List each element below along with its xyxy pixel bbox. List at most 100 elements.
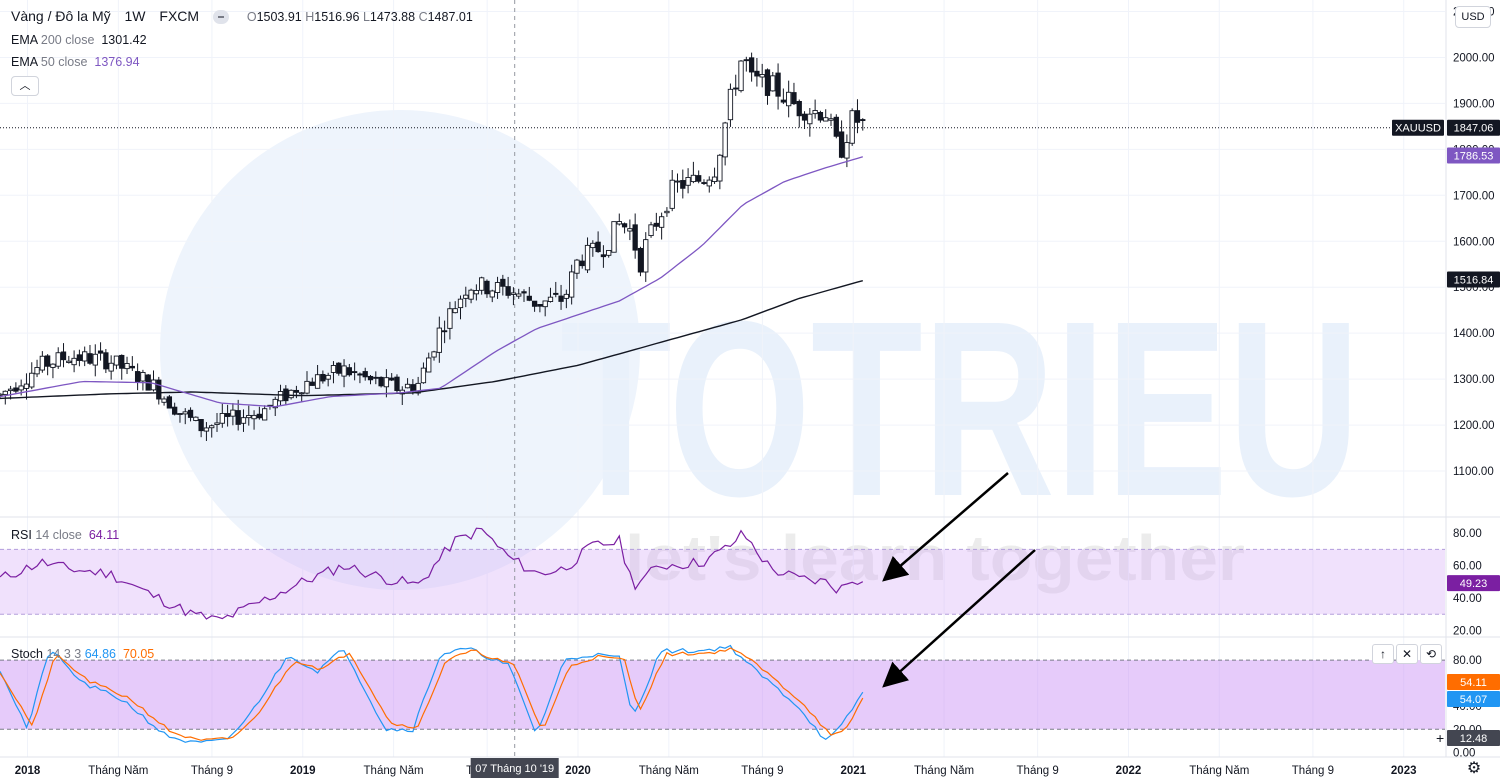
candle-down [484, 280, 490, 295]
stoch-legend[interactable]: Stoch 14 3 3 64.86 70.05 [11, 647, 155, 661]
price-tick-label: 1100.00 [1453, 466, 1494, 478]
candle-down [389, 377, 395, 381]
stoch-d-tag-label: 54.11 [1460, 677, 1487, 689]
watermark-tagline: let's learn together [625, 522, 1245, 594]
candle-up [711, 176, 718, 183]
candle-up [0, 393, 3, 396]
currency-button[interactable]: USD [1455, 6, 1491, 28]
candle-down [198, 419, 204, 432]
rsi-line [0, 527, 864, 620]
candle-down [505, 286, 511, 296]
interval-label[interactable]: 1W [124, 8, 146, 24]
candle-up [150, 379, 157, 391]
candle-down [346, 367, 352, 376]
rsi-legend[interactable]: RSI 14 close 64.11 [11, 528, 120, 542]
candle-up [330, 365, 337, 373]
candle-up [823, 117, 829, 122]
ema50-line [0, 156, 863, 408]
candle-up [7, 388, 14, 392]
rsi-tag [1447, 575, 1500, 592]
candle-down [838, 131, 845, 158]
price-tick-label: 1900.00 [1453, 98, 1495, 110]
candle-down [362, 371, 368, 378]
candle-down [796, 100, 802, 117]
candle-down [134, 371, 141, 383]
candle-down [537, 304, 543, 307]
time-tick-label: Tháng Năm [1189, 765, 1249, 777]
candle-up [39, 355, 45, 371]
candle-up [219, 413, 225, 424]
candle-up [584, 244, 591, 271]
stoch-k-tag [1447, 690, 1500, 707]
chevron-up-icon[interactable]: ︿ [11, 76, 39, 96]
stoch-extra-tag-label: 12.48 [1460, 733, 1488, 745]
ema200-legend[interactable]: EMA 200 close 1301.42 [11, 33, 147, 47]
candle-up [447, 308, 453, 329]
gear-icon[interactable]: ⚙ [1466, 760, 1482, 777]
annotation-arrow-rsi [882, 472, 1009, 582]
candle-up [50, 363, 56, 368]
price-tick-label: 1400.00 [1453, 328, 1495, 340]
candle-up [203, 427, 210, 432]
time-tick-label: Tháng 9 [191, 765, 233, 777]
maximize-icon[interactable]: ⟲ [1420, 644, 1442, 664]
stoch-d-value: 70.05 [122, 647, 155, 661]
candle-up [669, 179, 675, 209]
candle-up [161, 398, 167, 403]
ema50-legend[interactable]: EMA 50 close 1376.94 [11, 55, 140, 69]
candle-down [791, 92, 797, 105]
candle-up [473, 290, 480, 295]
candle-down [13, 387, 19, 392]
candle-down [780, 99, 787, 103]
candle-down [764, 69, 771, 96]
candle-up [547, 296, 554, 302]
candle-down [733, 87, 739, 90]
candle-down [558, 295, 564, 302]
candle-up [542, 300, 548, 308]
candle-down [256, 413, 263, 419]
symbol-tag [1392, 119, 1444, 136]
candle-down [743, 59, 749, 62]
candle-up [277, 391, 284, 402]
candle-up [706, 179, 712, 187]
candle-down [632, 224, 638, 251]
ema50-tag-label: 1786.53 [1454, 151, 1494, 163]
time-tick-label: Tháng Năm [364, 765, 424, 777]
time-tick-label: 2018 [15, 765, 41, 777]
candle-up [272, 398, 278, 409]
candle-up [383, 377, 390, 388]
symbol-name[interactable]: Vàng / Đô la Mỹ [11, 8, 111, 24]
ema50-value: 1376.94 [94, 55, 140, 69]
candle-up [124, 363, 130, 370]
rsi-tick-label: 40.00 [1453, 593, 1482, 605]
candle-up [516, 293, 522, 297]
move-up-icon[interactable]: ↑ [1372, 644, 1394, 664]
candle-down [378, 376, 384, 387]
candle-up [193, 416, 199, 421]
close-icon[interactable]: ✕ [1396, 644, 1418, 664]
price-tick-label: 1200.00 [1453, 420, 1495, 432]
stoch-k-line [0, 644, 864, 743]
eye-toggle-icon[interactable] [212, 10, 229, 25]
candle-up [457, 298, 464, 309]
candle-down [410, 384, 416, 392]
candle-down [166, 396, 173, 409]
candle-down [336, 362, 342, 374]
crosshair-date-label: 07 Tháng 10 '19 [475, 763, 554, 775]
ema200-value: 1301.42 [101, 33, 147, 47]
candle-up [489, 290, 495, 298]
candle-up [415, 382, 421, 394]
add-icon: + [1436, 730, 1444, 746]
candle-up [182, 411, 188, 415]
price-tick-label: 1300.00 [1453, 374, 1495, 386]
candle-up [674, 180, 681, 183]
candle-up [643, 239, 649, 273]
candle-up [590, 242, 596, 249]
candle-down [76, 354, 83, 361]
candle-up [404, 383, 411, 389]
candle-up [770, 75, 776, 92]
ema200-tag [1447, 271, 1500, 288]
candle-down [129, 365, 135, 369]
last-price-tag [1447, 119, 1500, 136]
